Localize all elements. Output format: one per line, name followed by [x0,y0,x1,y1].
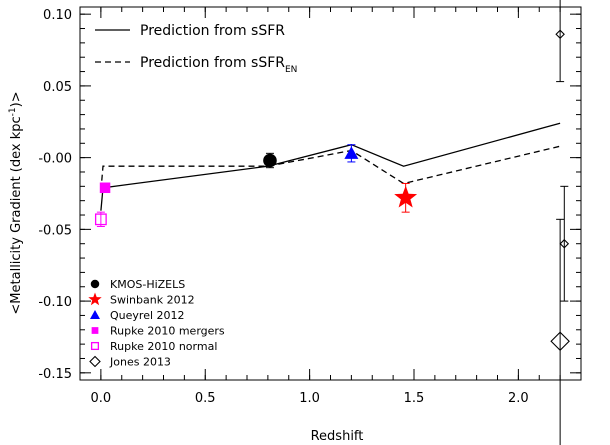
legend-marker-label: KMOS-HiZELS [110,278,185,291]
legend-marker-label: Rupke 2010 normal [110,340,217,353]
legend-line-label-subscript: EN [285,65,297,75]
legend-line-label: Prediction from sSFR [140,23,285,39]
legend-marker-label: Queyrel 2012 [110,309,185,322]
y-axis-label-main: <Metallicity Gradient (dex kpc [9,116,24,314]
y-axis-label-exponent: -1 [8,107,18,116]
marker-swinbank-2012 [394,185,418,208]
legend-line-label-main: Prediction from sSFR [140,55,285,71]
y-tick-label: 0.05 [43,80,72,95]
marker-jones-2013 [550,331,570,352]
prediction-lines [100,122,561,211]
x-axis-label: Redshift [311,429,364,444]
marker-kmos-hizels [263,153,277,168]
x-tick-label: 0.0 [91,391,112,406]
x-tick-label: 2.0 [508,391,529,406]
marker-jones-2013 [555,29,565,40]
y-tick-label: -0.00 [38,152,72,167]
legend-marker-label: Swinbank 2012 [110,294,195,307]
legend-marker-rupke-2010-normal [90,341,100,351]
legend-marker-label: Rupke 2010 mergers [110,325,225,338]
legend-marker-queyrel-2012 [90,310,100,319]
marker-legend: KMOS-HiZELS Swinbank 2012 Queyrel 2012 Rupk… [88,278,225,369]
prediction-line-ssfr [100,122,561,211]
marker-rupke-2010-normal [94,213,107,226]
marker-rupke-2010-mergers [99,182,111,194]
x-tick-label: 1.0 [299,391,320,406]
legend-marker-kmos-hizels [90,279,100,289]
x-tick-label: 0.5 [195,391,216,406]
y-axis-label: <Metallicity Gradient (dex kpc-1)> [8,91,24,314]
tick-labels: 0.0 0.5 1.0 1.5 2.0 0.10 0.05 -0.00 -0.05 -0.10 -0… [38,8,528,406]
legend-marker-swinbank-2012 [88,292,102,306]
legend-marker-jones-2013 [89,355,101,368]
y-tick-label: -0.10 [38,295,72,310]
marker-jones-2013 [559,238,570,249]
y-axis-label-end: )> [9,91,24,107]
x-tick-label: 1.5 [404,391,425,406]
legend-marker-rupke-2010-mergers [91,327,99,334]
prediction-line-ssfr-en [100,145,561,191]
data-markers [94,29,570,352]
legend-line-label: Prediction from sSFREN [140,55,297,75]
y-tick-label: 0.10 [43,8,72,23]
y-tick-label: -0.05 [38,223,72,238]
y-tick-label: -0.15 [38,367,72,382]
legend-marker-label: Jones 2013 [109,356,171,369]
marker-queyrel-2012 [344,146,359,159]
legend-line-label-main: Prediction from sSFR [140,23,285,39]
major-ticks [80,7,581,380]
